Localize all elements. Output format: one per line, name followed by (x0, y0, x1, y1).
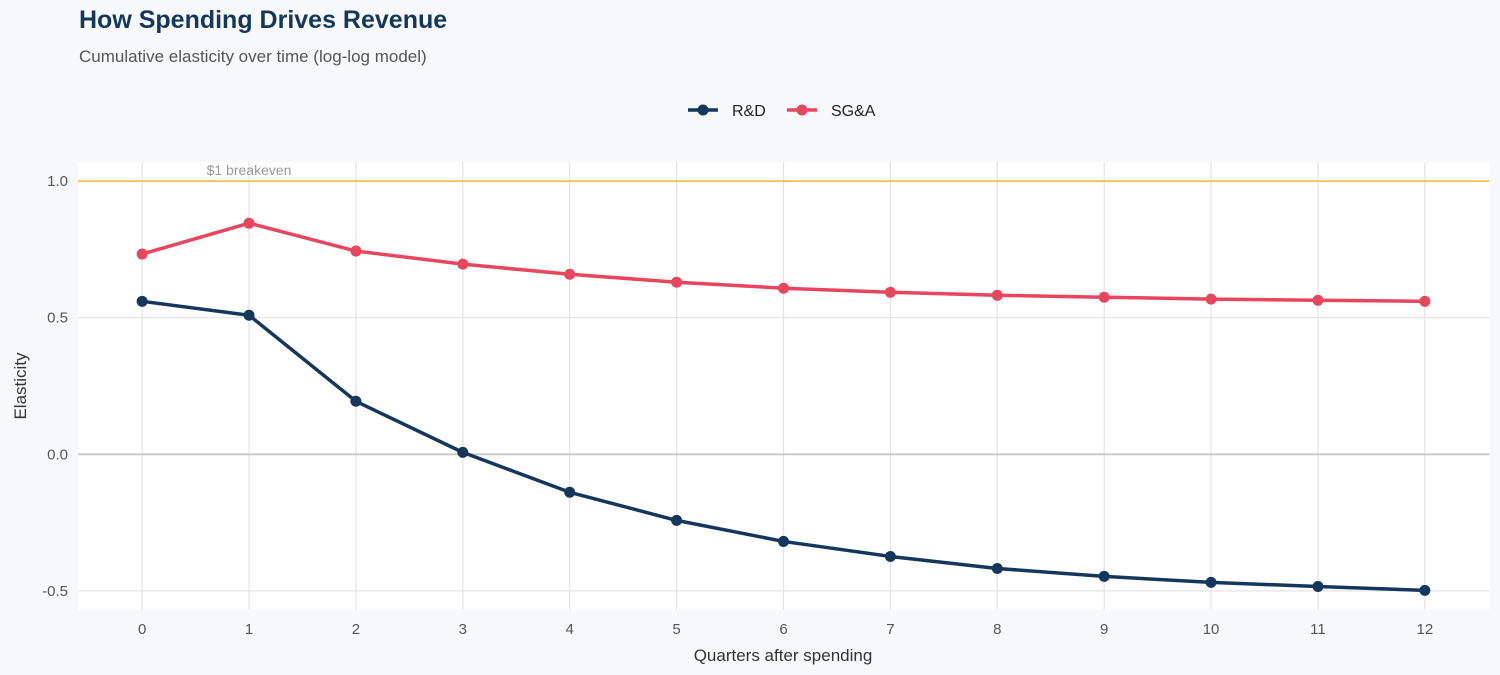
data-point-sga (136, 248, 148, 260)
x-tick-label: 6 (779, 621, 787, 638)
legend-label-sga: SG&A (831, 103, 876, 120)
data-point-rd (1205, 576, 1217, 588)
data-point-sga (1419, 295, 1431, 307)
data-point-rd (136, 295, 148, 307)
data-point-sga (243, 217, 255, 229)
x-tick-label: 12 (1417, 621, 1434, 638)
legend-marker-sga (796, 104, 808, 116)
chart-title: How Spending Drives Revenue (79, 6, 448, 34)
data-point-rd (1098, 570, 1110, 582)
x-tick-label: 11 (1310, 621, 1326, 638)
x-tick-label: 4 (566, 621, 574, 638)
data-point-sga (884, 286, 896, 298)
legend-marker-rd (697, 104, 709, 116)
data-point-sga (457, 258, 469, 270)
x-tick-label: 10 (1203, 621, 1220, 638)
y-tick-label: 1.0 (47, 173, 68, 190)
x-tick-label: 2 (352, 621, 360, 638)
y-tick-label: 0.5 (47, 310, 68, 327)
data-point-rd (1419, 584, 1431, 596)
data-point-rd (671, 514, 683, 526)
x-tick-label: 7 (886, 621, 894, 638)
x-tick-label: 8 (993, 621, 1001, 638)
data-point-rd (991, 562, 1003, 574)
data-point-sga (671, 276, 683, 288)
data-point-sga (991, 289, 1003, 301)
data-point-sga (1312, 294, 1324, 306)
x-axis-label: Quarters after spending (694, 646, 873, 665)
data-point-rd (1312, 581, 1324, 593)
y-tick-label: 0.0 (47, 446, 68, 463)
data-point-sga (778, 282, 789, 294)
data-point-sga (1098, 291, 1110, 303)
x-tick-label: 5 (672, 621, 680, 638)
x-tick-label: 9 (1100, 621, 1108, 638)
data-point-rd (350, 395, 362, 407)
data-point-rd (243, 309, 255, 321)
data-point-rd (884, 550, 896, 562)
y-tick-label: -0.5 (42, 583, 68, 600)
data-point-sga (564, 268, 576, 280)
chart-subtitle: Cumulative elasticity over time (log-log… (79, 47, 427, 66)
y-axis-label: Elasticity (11, 352, 30, 420)
breakeven-label: $1 breakeven (207, 162, 292, 178)
x-tick-label: 1 (245, 621, 253, 638)
data-point-rd (564, 486, 576, 498)
x-tick-label: 0 (138, 621, 146, 638)
data-point-sga (350, 245, 362, 257)
data-point-rd (778, 535, 789, 547)
legend-label-rd: R&D (732, 103, 766, 120)
x-tick-label: 3 (459, 621, 467, 638)
data-point-rd (457, 446, 469, 458)
data-point-sga (1205, 293, 1217, 305)
